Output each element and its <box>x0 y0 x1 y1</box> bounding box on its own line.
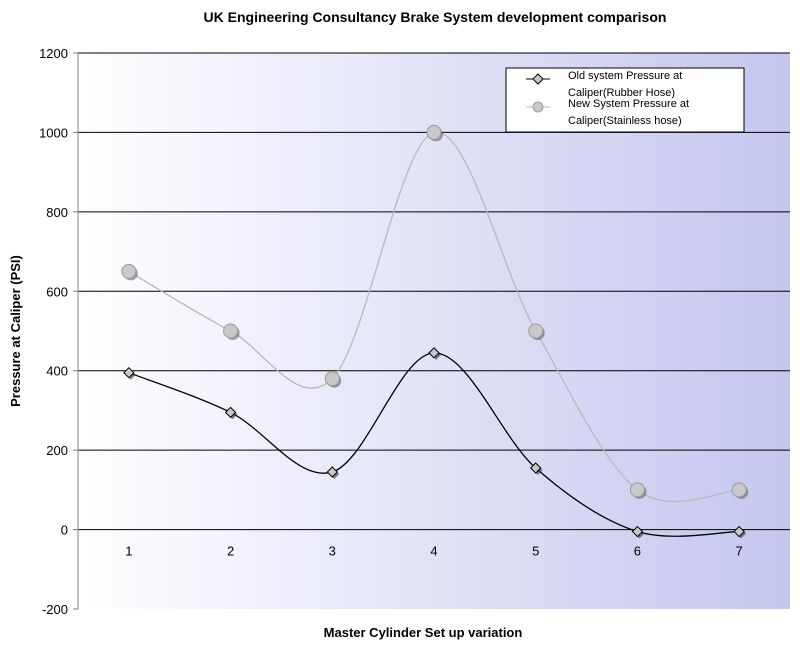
legend: Old system Pressure at Caliper(Rubber Ho… <box>505 67 745 133</box>
legend-label-old-line1: Old system Pressure at <box>568 70 682 82</box>
legend-marker-new <box>532 101 544 113</box>
legend-label-new-line1: New System Pressure at <box>568 98 689 110</box>
x-axis-ticks: 1 2 3 4 5 6 7 <box>125 544 743 559</box>
series-1-point <box>426 124 442 140</box>
y-tick-label: 600 <box>46 284 68 299</box>
series-1-point <box>629 482 645 498</box>
series-0-point <box>733 525 745 538</box>
series-1-point <box>324 371 340 387</box>
legend-label-new-line2: Caliper(Stainless hose) <box>568 115 682 127</box>
y-axis-ticks: -200 0 200 400 600 800 1000 1200 <box>39 46 78 617</box>
x-tick-label: 1 <box>125 544 132 559</box>
series-0-point <box>123 366 135 379</box>
x-tick-label: 5 <box>532 544 539 559</box>
y-tick-label: 1000 <box>39 125 68 140</box>
legend-marker-old <box>532 73 544 85</box>
x-axis-title: Master Cylinder Set up variation <box>324 625 523 640</box>
y-tick-label: 0 <box>61 523 68 538</box>
series-1-point <box>528 323 544 339</box>
y-tick-label: -200 <box>42 602 68 617</box>
y-tick-label: 800 <box>46 205 68 220</box>
series-0-point <box>428 347 440 359</box>
chart-title: UK Engineering Consultancy Brake System … <box>204 9 667 25</box>
x-tick-label: 6 <box>634 544 641 559</box>
x-tick-label: 7 <box>736 544 743 559</box>
y-tick-label: 1200 <box>39 46 68 61</box>
y-axis-title: Pressure at Caliper (PSI) <box>8 255 23 407</box>
x-tick-label: 2 <box>227 544 234 559</box>
legend-label-old-line2: Caliper(Rubber Hose) <box>568 87 675 99</box>
series-0-point <box>631 525 644 538</box>
series-1-point <box>731 482 747 498</box>
series-1-point <box>223 323 239 339</box>
x-tick-label: 4 <box>430 544 437 559</box>
y-tick-label: 400 <box>46 364 68 379</box>
plot-area <box>78 53 790 609</box>
series-0-point <box>224 406 237 419</box>
series-layer <box>121 124 749 539</box>
series-1-point <box>121 263 137 279</box>
series-0-point <box>530 462 542 474</box>
y-tick-label: 200 <box>46 443 68 458</box>
series-0-point <box>326 466 338 478</box>
x-tick-label: 3 <box>329 544 336 559</box>
